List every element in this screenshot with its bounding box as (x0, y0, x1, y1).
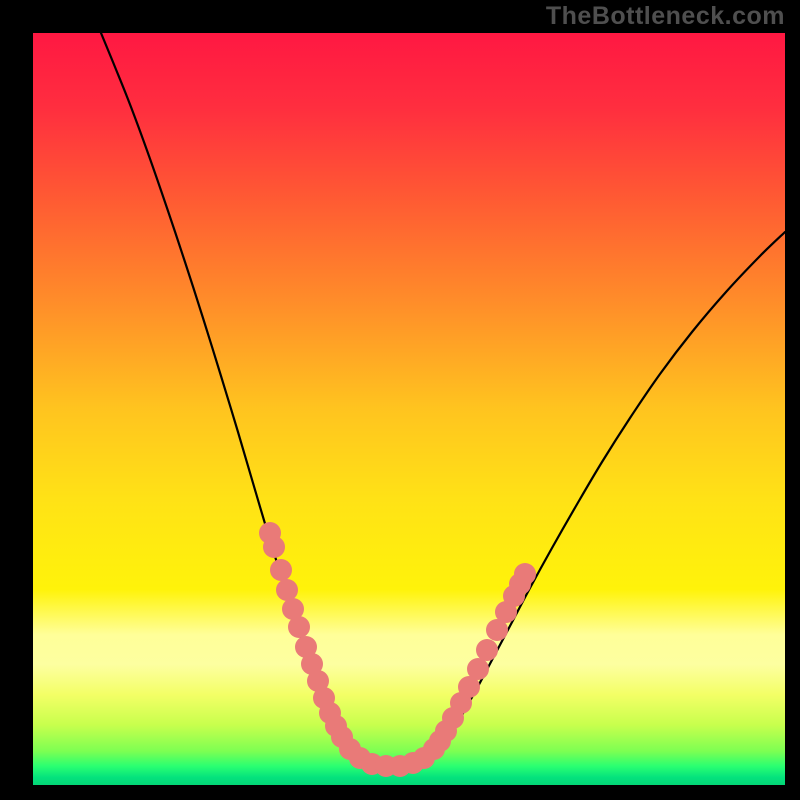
highlight-dot (467, 658, 489, 680)
highlight-dot (288, 616, 310, 638)
bottleneck-curve (101, 33, 785, 767)
highlight-dot (514, 563, 536, 585)
highlight-dot (276, 579, 298, 601)
highlight-dot (476, 639, 498, 661)
chart-svg (0, 0, 800, 800)
watermark-text: TheBottleneck.com (546, 2, 785, 31)
highlight-dot (270, 559, 292, 581)
highlight-dot (263, 536, 285, 558)
